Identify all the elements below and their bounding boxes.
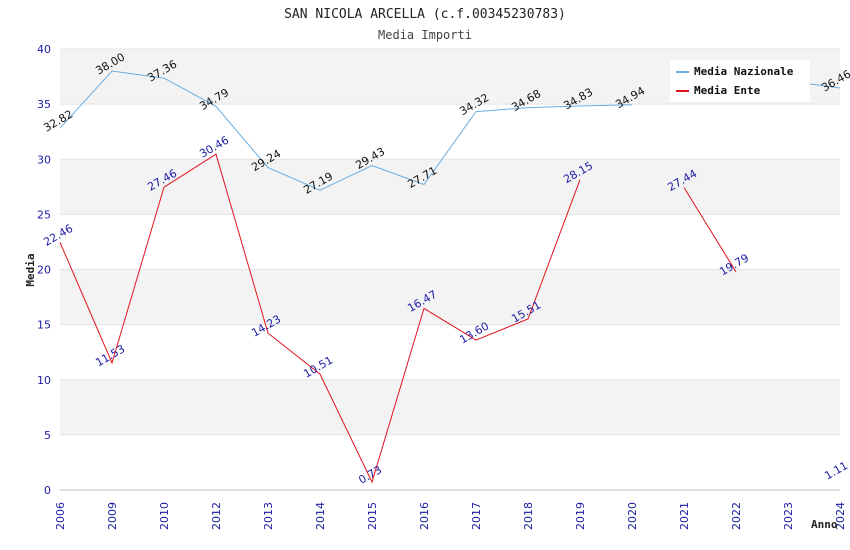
x-tick-label: 2015: [366, 502, 379, 530]
legend-label-nazionale: Media Nazionale: [694, 65, 794, 78]
legend-box: [670, 60, 810, 102]
x-tick-label: 2013: [262, 502, 275, 530]
x-tick-label: 2006: [54, 502, 67, 530]
x-tick-label: 2012: [210, 502, 223, 530]
y-tick-label: 5: [44, 429, 51, 442]
x-ticks: 2006 2009 2010 2012 2013 2014 2015 2016 2017 2018…: [54, 502, 847, 530]
y-tick-label: 10: [37, 374, 51, 387]
grid-band: [60, 379, 840, 435]
grid-band: [60, 214, 840, 270]
y-tick-label: 20: [37, 264, 51, 277]
x-tick-label: 2018: [522, 502, 535, 530]
grid-band: [60, 104, 840, 160]
y-ticks: 0 5 10 15 20 25 30 35 40: [37, 43, 51, 497]
y-tick-label: 40: [37, 43, 51, 56]
series-line-ente: [683, 187, 737, 273]
legend-label-ente: Media Ente: [694, 84, 761, 97]
series-group: [59, 70, 841, 484]
x-tick-label: 2014: [314, 502, 327, 530]
y-tick-label: 30: [37, 153, 51, 166]
x-tick-label: 2021: [678, 502, 691, 530]
x-tick-label: 2017: [470, 502, 483, 530]
x-tick-label: 2019: [574, 502, 587, 530]
chart-subtitle: Media Importi: [378, 28, 472, 42]
y-tick-label: 0: [44, 484, 51, 497]
y-tick-label: 15: [37, 319, 51, 332]
x-tick-label: 2022: [730, 502, 743, 530]
grid-band: [60, 159, 840, 215]
grid-band: [60, 434, 840, 490]
series-line-nazionale: [59, 70, 633, 191]
series-line-ente: [59, 153, 581, 484]
y-axis-label: Media: [24, 253, 37, 286]
y-tick-label: 25: [37, 208, 51, 221]
x-tick-label: 2016: [418, 502, 431, 530]
chart-title: SAN NICOLA ARCELLA (c.f.00345230783): [284, 7, 566, 22]
grid-band: [60, 324, 840, 380]
y-tick-label: 35: [37, 98, 51, 111]
legend: Media Nazionale Media Ente: [670, 60, 810, 102]
x-axis-label: Anno: [811, 518, 838, 531]
x-tick-label: 2023: [782, 502, 795, 530]
x-tick-label: 2010: [158, 502, 171, 530]
x-tick-label: 2009: [106, 502, 119, 530]
x-tick-label: 2024: [834, 502, 847, 530]
x-tick-label: 2020: [626, 502, 639, 530]
grid-bands: [60, 48, 840, 491]
grid-band: [60, 269, 840, 325]
